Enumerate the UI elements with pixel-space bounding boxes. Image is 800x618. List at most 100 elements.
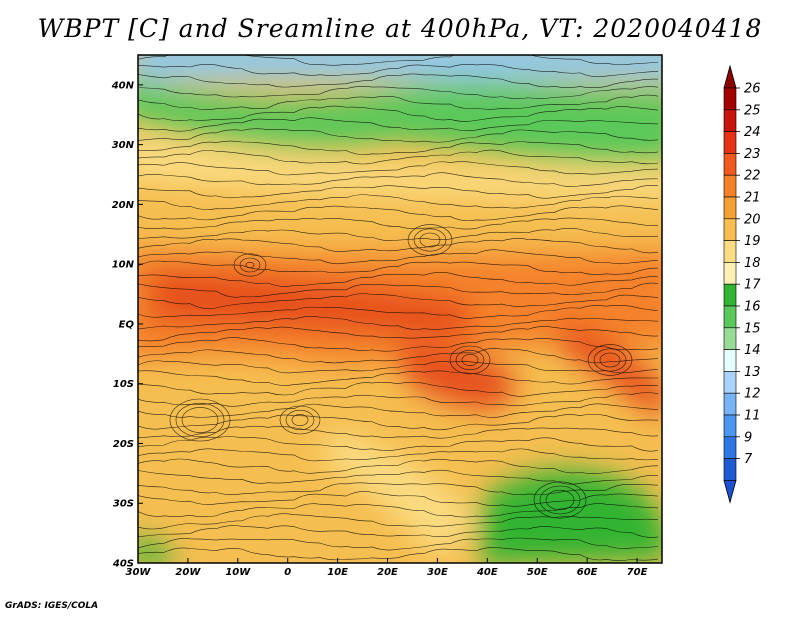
colorbar-swatch xyxy=(723,349,737,372)
streamline xyxy=(138,172,659,187)
lon-tick-label: 60E xyxy=(577,567,598,578)
chart-title: WBPT [C] and Sreamline at 400hPa, VT: 20… xyxy=(37,14,763,43)
colorbar-label: 24 xyxy=(744,125,761,140)
colorbar-swatch xyxy=(723,153,737,176)
colorbar-label: 7 xyxy=(744,452,753,467)
streamline xyxy=(138,458,659,475)
colorbar-label: 21 xyxy=(744,191,761,206)
lat-tick-label: 30N xyxy=(112,140,135,151)
streamline xyxy=(138,381,659,397)
colorbar-label: 9 xyxy=(744,430,752,445)
streamline xyxy=(138,293,659,309)
streamline xyxy=(138,326,659,342)
plot-frame xyxy=(137,54,663,564)
lat-tick-label: 20S xyxy=(113,439,134,450)
streamline xyxy=(138,184,659,199)
streamline xyxy=(138,128,659,143)
streamline xyxy=(138,63,659,78)
colorbar-label: 18 xyxy=(744,256,761,271)
streamline-eddy xyxy=(599,352,621,368)
colorbar-label: 16 xyxy=(744,300,761,315)
streamline xyxy=(138,55,659,66)
streamline-eddy xyxy=(461,354,479,366)
lon-tick-label: 70E xyxy=(627,567,648,578)
streamline xyxy=(138,249,659,265)
lon-tick-label: 0 xyxy=(284,567,291,578)
lon-tick-label: 30E xyxy=(427,567,448,578)
colorbar-label: 13 xyxy=(744,365,761,380)
streamline xyxy=(138,547,659,561)
colorbar-label: 12 xyxy=(744,387,761,402)
colorbar-swatch xyxy=(723,87,737,111)
streamline xyxy=(138,337,659,352)
streamline xyxy=(138,370,659,386)
streamline-eddy xyxy=(593,348,627,372)
streamline xyxy=(138,360,659,374)
streamline xyxy=(138,403,659,418)
colorbar-swatch xyxy=(723,196,737,220)
colorbar-swatch xyxy=(723,458,737,481)
lat-tick-label: 20N xyxy=(112,200,135,211)
streamline xyxy=(138,482,659,496)
colorbar-label: 20 xyxy=(744,212,761,227)
streamline-eddy xyxy=(239,257,261,273)
streamline-eddy xyxy=(245,261,255,269)
streamline-eddy xyxy=(279,405,321,435)
streamline xyxy=(138,228,659,241)
streamlines xyxy=(138,55,659,561)
streamline-eddy xyxy=(407,224,453,256)
lon-tick-label: 10W xyxy=(225,567,251,578)
streamline xyxy=(138,194,659,210)
streamline xyxy=(138,304,659,319)
colorbar-swatch xyxy=(723,131,737,154)
lon-tick-label: 30W xyxy=(126,567,152,578)
streamline xyxy=(138,282,659,298)
streamline xyxy=(138,425,659,439)
streamline xyxy=(138,392,659,407)
streamline xyxy=(138,513,659,530)
streamline-eddy xyxy=(175,402,225,438)
lat-tick-label: 10S xyxy=(113,379,134,390)
streamline xyxy=(138,217,659,230)
streamline xyxy=(138,260,659,275)
colorbar-swatch xyxy=(723,436,737,459)
colorbar-swatch xyxy=(723,371,737,394)
streamline xyxy=(138,73,659,88)
streamline xyxy=(138,469,659,485)
streamline-eddy xyxy=(169,398,231,442)
colorbar-label: 22 xyxy=(744,169,761,184)
colorbar-swatch xyxy=(723,174,737,198)
streamline xyxy=(138,525,659,538)
colorbar-label: 17 xyxy=(744,278,761,293)
latitude-axis: 40N 30N 20N 10N EQ 10S 20S 30S 40S xyxy=(111,80,143,570)
colorbar-swatch xyxy=(723,305,737,329)
streamline xyxy=(138,503,659,518)
streamline xyxy=(138,436,659,452)
streamline xyxy=(138,161,659,176)
colorbar: 26 25 24 23 22 21 20 19 18 17 16 15 14 13 12 11 9 7 xyxy=(723,64,761,504)
lat-tick-label: 10N xyxy=(112,260,135,271)
streamline xyxy=(138,316,659,330)
colorbar-swatch xyxy=(723,240,737,263)
streamline xyxy=(138,94,659,110)
streamline xyxy=(138,348,659,364)
streamline xyxy=(138,238,659,254)
colorbar-swatch xyxy=(723,283,737,307)
streamline xyxy=(138,272,659,287)
colorbar-label: 19 xyxy=(744,234,761,249)
streamline-eddy xyxy=(233,253,267,277)
lat-tick-label: 40S xyxy=(112,559,134,570)
streamline-eddy xyxy=(291,414,309,426)
colorbar-label: 15 xyxy=(744,321,761,336)
colorbar-swatch xyxy=(723,109,737,132)
colorbar-swatch xyxy=(723,392,737,416)
streamline-eddy xyxy=(455,349,485,371)
lat-tick-label: EQ xyxy=(119,319,135,330)
streamline-eddy xyxy=(539,485,581,515)
lon-tick-label: 10E xyxy=(327,567,348,578)
streamline-eddy xyxy=(419,232,441,248)
shaded-field xyxy=(138,55,662,563)
colorbar-swatch xyxy=(723,414,737,438)
streamline xyxy=(138,205,659,222)
